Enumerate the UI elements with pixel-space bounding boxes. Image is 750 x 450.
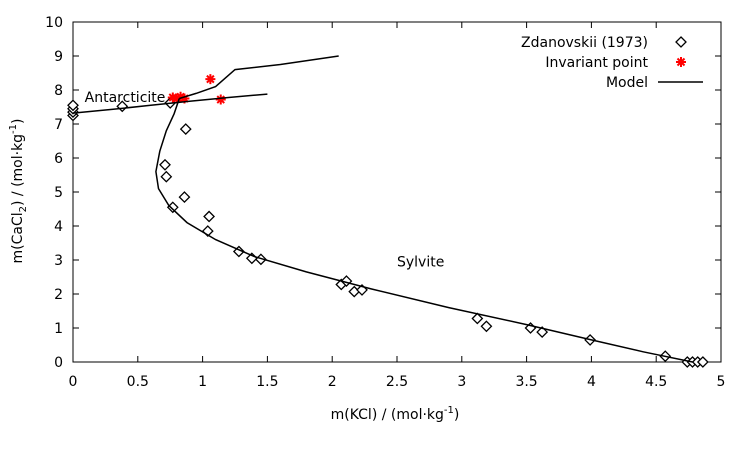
axis-ticks: 0 0.5 1 1.5 2 2.5 3 3.5 4 4.5 5 0 1 2 3 4 5 6 7 8 9 10 (45, 15, 725, 390)
x-tick-label: 3.5 (515, 374, 537, 390)
series-1 (167, 74, 226, 105)
data-point (178, 191, 191, 204)
series-0 (67, 97, 709, 368)
x-tick-label: 0.5 (127, 374, 149, 390)
y-tick-label: 4 (54, 219, 63, 235)
legend: Zdanovskii (1973) Invariant point Model (521, 35, 703, 91)
x-tick-label: 4.5 (645, 374, 667, 390)
invariant-point (175, 91, 186, 102)
invariant-point (205, 74, 216, 85)
data-point (160, 170, 173, 183)
y-tick-label: 0 (54, 355, 63, 371)
legend-entry-label: Model (606, 75, 648, 91)
x-tick-label: 1.5 (256, 374, 278, 390)
legend-diamond-swatch (675, 36, 687, 48)
invariant-point (215, 94, 226, 105)
annotations: Antarcticite Sylvite (85, 90, 445, 271)
series-2 (72, 55, 693, 363)
y-tick-label: 8 (54, 83, 63, 99)
y-tick-label: 10 (45, 15, 63, 31)
data-point (348, 285, 361, 298)
x-tick-label: 2.5 (386, 374, 408, 390)
y-axis-title: m(CaCl2) / (mol·kg-1) (8, 118, 29, 263)
annotation-label: Sylvite (397, 255, 444, 271)
y-tick-label: 7 (54, 117, 63, 133)
y-tick-label: 9 (54, 49, 63, 65)
legend-entry-label: Zdanovskii (1973) (521, 35, 648, 51)
data-point (179, 123, 192, 136)
data-point (166, 201, 179, 214)
x-tick-label: 3 (457, 374, 466, 390)
data-point (471, 312, 484, 325)
model-line-segment (72, 93, 268, 114)
y-tick-label: 2 (54, 287, 63, 303)
legend-asterisk-swatch (676, 57, 686, 67)
invariant-point (179, 93, 190, 104)
y-tick-label: 1 (54, 321, 63, 337)
y-tick-label: 5 (54, 185, 63, 201)
y-tick-label: 3 (54, 253, 63, 269)
y-tick-label: 6 (54, 151, 63, 167)
x-tick-label: 0 (69, 374, 78, 390)
invariant-point (167, 92, 178, 103)
data-point (696, 356, 709, 368)
model-line-segment (155, 98, 693, 363)
data-point (480, 320, 493, 333)
data-point (203, 210, 215, 223)
x-axis-title: m(KCl) / (mol·kg-1) (331, 405, 460, 423)
annotation-label: Antarcticite (85, 90, 166, 106)
data-point (67, 99, 79, 112)
x-tick-label: 1 (198, 374, 207, 390)
model-line-segment (179, 55, 339, 100)
series-layer (67, 55, 709, 368)
x-tick-label: 2 (328, 374, 337, 390)
data-point (159, 158, 171, 171)
plot-layer (72, 21, 722, 363)
plot-frame (72, 21, 722, 363)
legend-entry-label: Invariant point (545, 55, 648, 71)
invariant-point (171, 93, 182, 104)
x-tick-label: 5 (717, 374, 726, 390)
x-tick-label: 4 (587, 374, 596, 390)
